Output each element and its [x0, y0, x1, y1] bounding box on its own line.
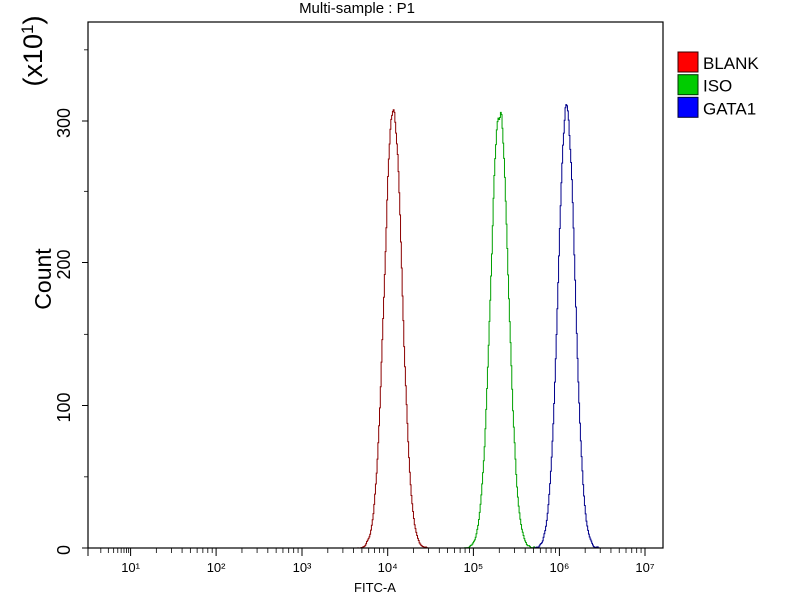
svg-text:10⁷: 10⁷	[635, 560, 654, 575]
svg-text:(x101): (x101)	[18, 16, 48, 87]
svg-text:100: 100	[54, 392, 74, 422]
svg-text:GATA1: GATA1	[703, 99, 756, 118]
svg-text:200: 200	[54, 249, 74, 279]
svg-text:FITC-A: FITC-A	[354, 580, 396, 595]
svg-text:10⁶: 10⁶	[549, 560, 569, 575]
svg-text:0: 0	[54, 545, 74, 555]
svg-text:ISO: ISO	[703, 77, 732, 96]
svg-text:300: 300	[54, 108, 74, 138]
svg-text:Count: Count	[30, 248, 56, 310]
svg-text:BLANK: BLANK	[703, 54, 759, 73]
svg-text:Multi-sample : P1: Multi-sample : P1	[299, 0, 415, 17]
svg-text:10²: 10²	[207, 560, 226, 575]
svg-text:10³: 10³	[293, 560, 312, 575]
svg-text:10¹: 10¹	[121, 560, 140, 575]
svg-text:10⁵: 10⁵	[463, 560, 483, 575]
svg-text:10⁴: 10⁴	[378, 560, 398, 575]
